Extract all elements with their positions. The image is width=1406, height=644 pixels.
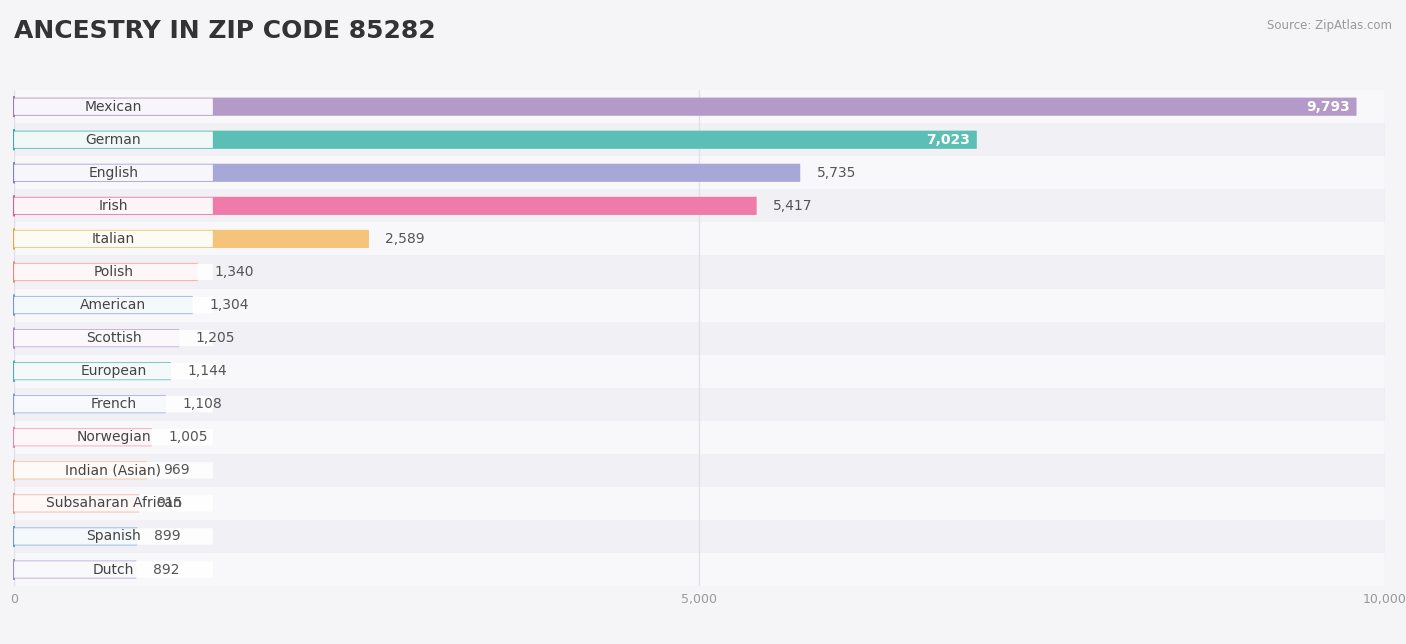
Text: 915: 915: [156, 497, 183, 511]
Text: Norwegian: Norwegian: [76, 430, 150, 444]
Text: 9,793: 9,793: [1306, 100, 1350, 114]
FancyBboxPatch shape: [14, 222, 1385, 256]
Text: 7,023: 7,023: [927, 133, 970, 147]
Text: German: German: [86, 133, 141, 147]
FancyBboxPatch shape: [14, 321, 1385, 355]
FancyBboxPatch shape: [14, 421, 1385, 454]
Text: Dutch: Dutch: [93, 562, 134, 576]
FancyBboxPatch shape: [14, 429, 212, 446]
FancyBboxPatch shape: [14, 256, 1385, 289]
FancyBboxPatch shape: [14, 297, 212, 313]
FancyBboxPatch shape: [14, 355, 1385, 388]
Text: French: French: [90, 397, 136, 412]
Text: 1,205: 1,205: [195, 331, 235, 345]
FancyBboxPatch shape: [14, 363, 212, 379]
FancyBboxPatch shape: [14, 198, 212, 214]
FancyBboxPatch shape: [14, 462, 212, 478]
Text: Indian (Asian): Indian (Asian): [66, 463, 162, 477]
FancyBboxPatch shape: [14, 461, 146, 479]
FancyBboxPatch shape: [14, 495, 139, 513]
FancyBboxPatch shape: [14, 560, 136, 578]
FancyBboxPatch shape: [14, 230, 368, 248]
Text: Polish: Polish: [93, 265, 134, 279]
FancyBboxPatch shape: [14, 131, 977, 149]
FancyBboxPatch shape: [14, 553, 1385, 586]
Text: English: English: [89, 166, 138, 180]
Text: 969: 969: [163, 463, 190, 477]
Text: 2,589: 2,589: [385, 232, 425, 246]
FancyBboxPatch shape: [14, 264, 212, 280]
FancyBboxPatch shape: [14, 123, 1385, 156]
Text: European: European: [80, 364, 146, 378]
FancyBboxPatch shape: [14, 520, 1385, 553]
FancyBboxPatch shape: [14, 487, 1385, 520]
Text: 1,108: 1,108: [183, 397, 222, 412]
FancyBboxPatch shape: [14, 296, 193, 314]
Text: American: American: [80, 298, 146, 312]
Text: 5,735: 5,735: [817, 166, 856, 180]
Text: Spanish: Spanish: [86, 529, 141, 544]
Text: 1,340: 1,340: [214, 265, 253, 279]
Text: 1,144: 1,144: [187, 364, 226, 378]
FancyBboxPatch shape: [14, 231, 212, 247]
FancyBboxPatch shape: [14, 289, 1385, 321]
FancyBboxPatch shape: [14, 562, 212, 578]
Text: Mexican: Mexican: [84, 100, 142, 114]
FancyBboxPatch shape: [14, 388, 1385, 421]
FancyBboxPatch shape: [14, 495, 212, 511]
FancyBboxPatch shape: [14, 263, 198, 281]
FancyBboxPatch shape: [14, 197, 756, 215]
FancyBboxPatch shape: [14, 330, 212, 346]
FancyBboxPatch shape: [14, 395, 166, 413]
Text: ANCESTRY IN ZIP CODE 85282: ANCESTRY IN ZIP CODE 85282: [14, 19, 436, 43]
Text: Scottish: Scottish: [86, 331, 141, 345]
Text: 1,005: 1,005: [169, 430, 208, 444]
FancyBboxPatch shape: [14, 99, 212, 115]
Text: Irish: Irish: [98, 199, 128, 213]
Text: Italian: Italian: [91, 232, 135, 246]
FancyBboxPatch shape: [14, 329, 179, 347]
Text: Subsaharan African: Subsaharan African: [45, 497, 181, 511]
FancyBboxPatch shape: [14, 362, 172, 380]
FancyBboxPatch shape: [14, 165, 212, 181]
FancyBboxPatch shape: [14, 454, 1385, 487]
FancyBboxPatch shape: [14, 396, 212, 412]
FancyBboxPatch shape: [14, 164, 800, 182]
Text: 899: 899: [153, 529, 180, 544]
Text: 892: 892: [153, 562, 180, 576]
FancyBboxPatch shape: [14, 428, 152, 446]
FancyBboxPatch shape: [14, 131, 212, 148]
FancyBboxPatch shape: [14, 189, 1385, 222]
Text: Source: ZipAtlas.com: Source: ZipAtlas.com: [1267, 19, 1392, 32]
FancyBboxPatch shape: [14, 98, 1357, 116]
FancyBboxPatch shape: [14, 528, 212, 545]
FancyBboxPatch shape: [14, 156, 1385, 189]
Text: 5,417: 5,417: [773, 199, 813, 213]
Text: 1,304: 1,304: [209, 298, 249, 312]
FancyBboxPatch shape: [14, 90, 1385, 123]
FancyBboxPatch shape: [14, 527, 138, 545]
